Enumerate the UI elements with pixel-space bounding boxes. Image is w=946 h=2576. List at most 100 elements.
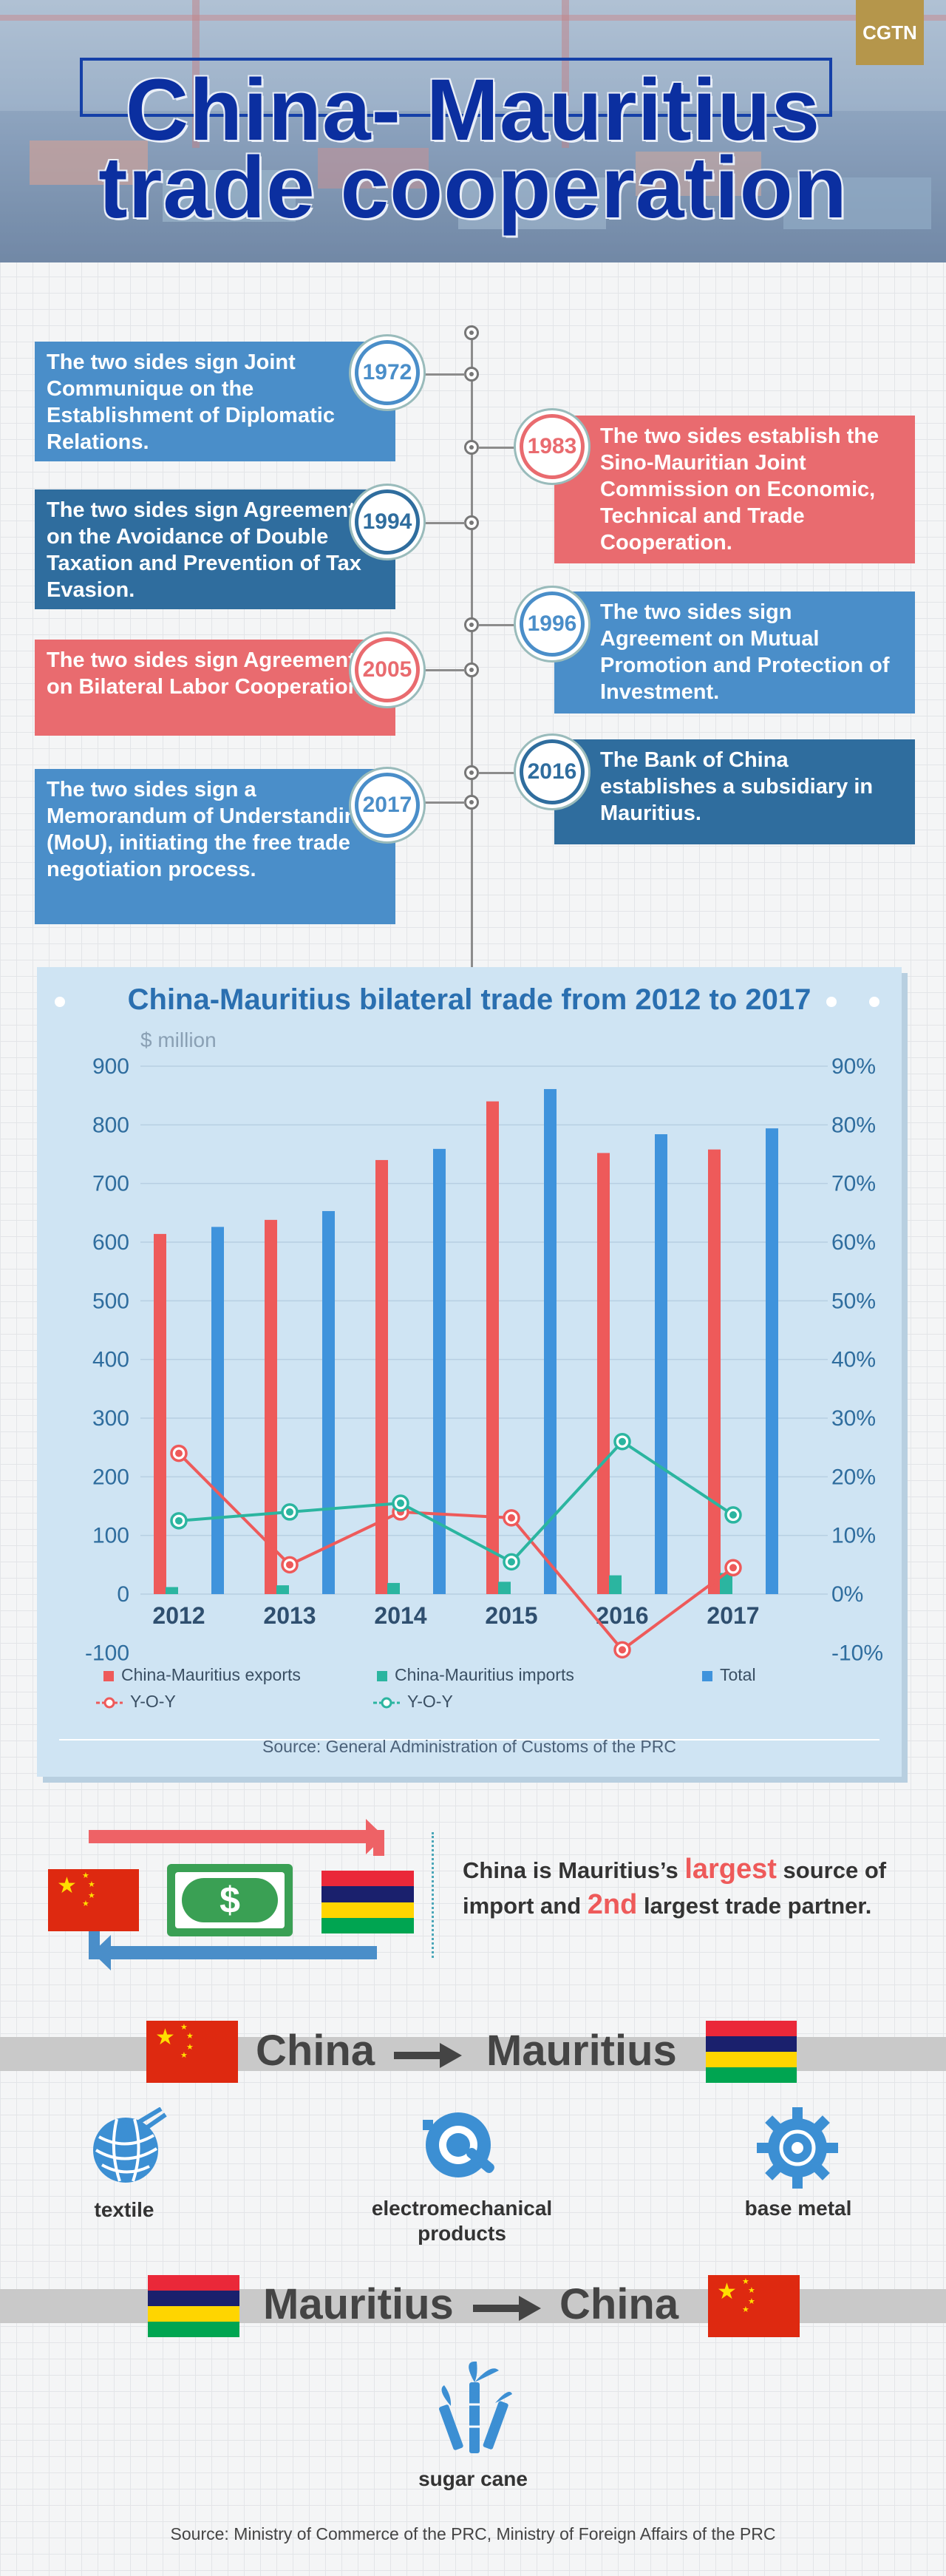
import-item-label: sugar cane: [418, 2467, 528, 2490]
timeline-card-1994: The two sides sign Agreement on the Avoi…: [35, 489, 395, 609]
y-tick-label: 300: [92, 1406, 129, 1431]
timeline-node: [464, 617, 479, 632]
timeline-node: [464, 325, 479, 340]
point-yoy-dot: [286, 1561, 293, 1569]
arrow-right-icon: [473, 2296, 541, 2321]
timeline-text: The two sides sign Joint Communique on t…: [47, 350, 335, 454]
bar-total-2015: [544, 1088, 557, 1594]
export-from-label: China: [256, 2027, 375, 2075]
timeline-node: [464, 795, 479, 810]
line-yoy-0: [177, 1452, 735, 1653]
chart-panel: [37, 967, 902, 1777]
decor-dot: [826, 997, 837, 1007]
y2-tick-label: 80%: [831, 1113, 876, 1137]
timeline-axis: [471, 325, 473, 969]
bar-total-2017: [766, 1128, 778, 1594]
legend-label: Total: [720, 1665, 756, 1684]
y-tick-label: 800: [92, 1113, 129, 1137]
year-badge: 2017: [355, 773, 420, 838]
timeline-node: [464, 662, 479, 677]
legend-marker: [381, 1697, 392, 1709]
trade-arrows-graphic: [89, 1819, 384, 1970]
legend-swatch: [377, 1671, 387, 1681]
bar-total-2013: [322, 1210, 335, 1594]
y2-tick-label: 30%: [831, 1406, 876, 1431]
title-frame: [80, 58, 832, 117]
trade-statement: China is Mauritius’s largest source of i…: [463, 1854, 887, 1920]
x-tick-label: 2017: [707, 1602, 759, 1629]
point-yoy-dot: [508, 1558, 515, 1566]
legend-swatch: [702, 1671, 712, 1681]
export-band: [0, 2037, 946, 2071]
bar-china-mauritius-exports-2012: [154, 1233, 166, 1594]
chart-source: Source: General Administration of Custom…: [262, 1737, 676, 1756]
timeline-card-1972: The two sides sign Joint Communique on t…: [35, 342, 395, 461]
timeline-card-2017: The two sides sign a Memorandum of Under…: [35, 769, 395, 924]
point-yoy-dot: [508, 1514, 515, 1522]
year-badge: 1994: [355, 489, 420, 555]
dollar-icon: $: [182, 1878, 278, 1922]
y2-tick-label: -10%: [831, 1641, 883, 1665]
timeline-node: [464, 367, 479, 382]
year-badge: 1996: [520, 592, 585, 657]
export-item-label: base metal: [744, 2197, 852, 2220]
legend-marker: [103, 1697, 115, 1709]
cgtn-logo: CGTN: [856, 0, 924, 65]
arrow-right-icon: [394, 2043, 462, 2068]
timeline-card-2016: The Bank of China establishes a subsidia…: [554, 739, 915, 844]
bar-china-mauritius-exports-2015: [486, 1101, 499, 1594]
y2-tick-label: 10%: [831, 1524, 876, 1548]
year-badge: 2005: [355, 637, 420, 702]
chart-title: China-Mauritius bilateral trade from 201…: [127, 983, 811, 1016]
page-title-line2: trade cooperation: [98, 139, 848, 237]
point-yoy-dot: [619, 1437, 626, 1445]
bar-china-mauritius-imports-2015: [498, 1582, 511, 1594]
point-yoy-dot: [286, 1508, 293, 1516]
y2-tick-label: 0%: [831, 1582, 863, 1607]
china-flag-icon: ★ ★ ★ ★ ★: [708, 2275, 800, 2337]
mauritius-flag-icon: [148, 2275, 239, 2337]
timeline-node: [464, 440, 479, 455]
x-tick-label: 2015: [485, 1602, 537, 1629]
import-to-label: China: [559, 2280, 679, 2328]
bar-total-2012: [211, 1227, 224, 1594]
mauritius-flag-icon: [321, 1871, 414, 1933]
x-tick-label: 2013: [263, 1602, 316, 1629]
y-axis-title: $ million: [140, 1028, 217, 1051]
highlight-2nd: 2nd: [587, 1889, 638, 1920]
y-tick-label: 200: [92, 1465, 129, 1489]
gear-wrench-icon: [423, 2112, 494, 2177]
y-tick-label: 900: [92, 1054, 129, 1079]
y2-tick-label: 50%: [831, 1289, 876, 1313]
y2-tick-label: 60%: [831, 1230, 876, 1255]
timeline-text: The two sides establish the Sino-Mauriti…: [600, 424, 879, 555]
x-tick-label: 2016: [596, 1602, 648, 1629]
timeline-text: The two sides sign Agreement on the Avoi…: [47, 498, 361, 602]
bar-china-mauritius-imports-2012: [166, 1587, 178, 1594]
bar-china-mauritius-imports-2017: [720, 1573, 732, 1594]
export-item-label: textile: [94, 2198, 154, 2221]
y2-tick-label: 70%: [831, 1172, 876, 1196]
divider: [432, 1832, 434, 1958]
timeline-text: The two sides sign a Memorandum of Under…: [47, 778, 371, 881]
point-yoy-dot: [175, 1516, 183, 1525]
footer-source: Source: Ministry of Commerce of the PRC,…: [170, 2524, 776, 2543]
page-title-line1: China- Mauritius: [125, 61, 821, 159]
arrow-left-icon: [92, 1935, 377, 1970]
point-yoy-dot: [397, 1499, 404, 1508]
legend-label: Y-O-Y: [407, 1692, 453, 1711]
import-from-label: Mauritius: [263, 2280, 454, 2328]
timeline-text: The two sides sign Agreement on Mutual P…: [600, 600, 890, 704]
export-to-label: Mauritius: [486, 2027, 677, 2075]
y-tick-label: 700: [92, 1172, 129, 1196]
legend-label: China-Mauritius exports: [121, 1665, 301, 1684]
decor-dot: [869, 997, 879, 1007]
timeline-card-2005: The two sides sign Agreement on Bilatera…: [35, 640, 395, 736]
bar-total-2016: [655, 1134, 667, 1594]
y-tick-label: 600: [92, 1230, 129, 1255]
bar-china-mauritius-imports-2014: [387, 1582, 400, 1594]
bar-total-2014: [433, 1148, 446, 1594]
y-tick-label: 100: [92, 1524, 129, 1548]
y2-tick-label: 40%: [831, 1348, 876, 1372]
yarn-ball-icon: [93, 2107, 167, 2183]
